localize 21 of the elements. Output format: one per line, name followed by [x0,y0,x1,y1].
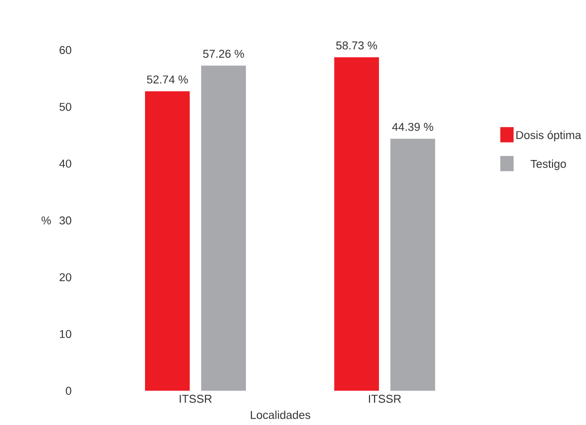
x-tick-label: ITSSR [368,394,401,403]
y-axis-title: % [42,216,51,224]
legend-label: Testigo [530,159,566,170]
data-label: 44.39 % [392,122,434,131]
bar [145,91,190,391]
bar [201,65,246,391]
y-tick-label: 20 [60,272,72,282]
bar [390,138,436,391]
legend-label: Dosis óptima [516,130,582,142]
bar [334,57,379,391]
x-tick-label: ITSSR [180,394,212,403]
data-label: 57.26 % [203,50,244,58]
y-tick-label: 30 [59,216,72,224]
x-axis-title: Localidades [250,410,310,419]
y-tick-label: 0 [66,386,72,395]
data-label: 52.74 % [146,75,188,84]
y-tick-label: 50 [60,102,72,111]
y-tick-label: 40 [59,159,72,168]
y-tick-label: 10 [60,330,72,338]
data-label: 58.73 % [336,41,378,50]
y-tick-label: 60 [60,46,72,54]
